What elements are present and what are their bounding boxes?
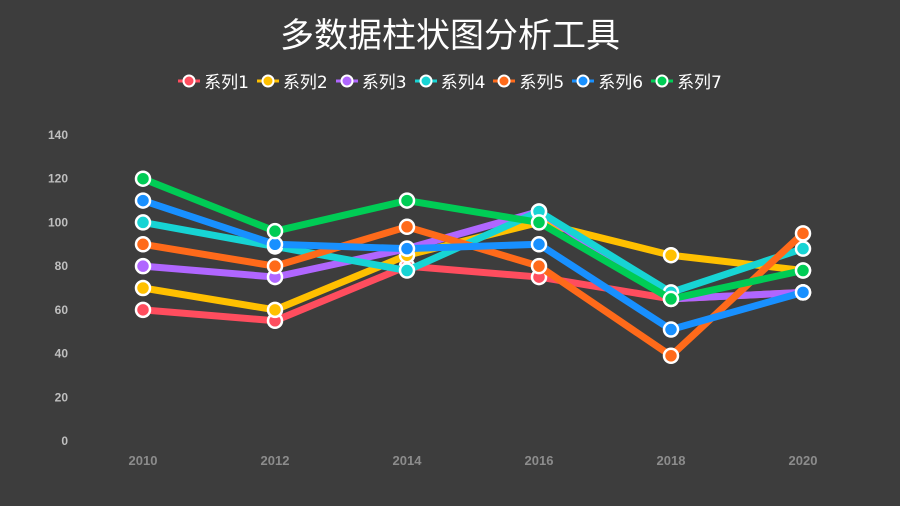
y-tick-label: 120 — [48, 172, 68, 186]
y-tick-label: 40 — [55, 347, 69, 361]
legend-label: 系列5 — [519, 73, 565, 93]
legend-marker-icon — [335, 74, 358, 87]
chart-title: 多数据柱状图分析工具 — [280, 16, 620, 56]
legend-item[interactable]: 系列1 — [178, 68, 249, 93]
series-line — [141, 197, 804, 334]
data-point — [662, 290, 680, 308]
legend-item[interactable]: 系列6 — [572, 68, 643, 93]
data-point — [266, 257, 284, 275]
y-tick-label: 60 — [55, 303, 69, 317]
x-tick-label: 2014 — [393, 453, 423, 468]
legend-marker-icon — [572, 74, 595, 87]
legend-label: 系列7 — [677, 73, 722, 93]
x-tick-label: 2016 — [525, 453, 554, 468]
series-7 — [134, 170, 812, 308]
legend-label: 系列4 — [440, 73, 486, 93]
x-tick-label: 2020 — [789, 453, 818, 468]
data-point — [662, 347, 680, 365]
x-tick-label: 2018 — [657, 453, 686, 468]
data-point — [134, 192, 152, 209]
series-line — [142, 208, 805, 296]
data-point — [794, 262, 812, 279]
y-tick-label: 80 — [55, 259, 69, 273]
data-point — [266, 301, 284, 319]
legend-item[interactable]: 系列4 — [414, 68, 486, 93]
legend-label: 系列3 — [361, 73, 407, 93]
y-tick-label: 140 — [48, 128, 68, 142]
data-point — [134, 301, 152, 319]
legend-marker-icon — [178, 74, 201, 87]
data-point — [134, 279, 152, 297]
legend: 系列1 系列2 系列3 系列4 系列5 系列6 系列7 — [0, 68, 900, 93]
y-tick-label: 100 — [48, 215, 68, 229]
data-point — [266, 222, 284, 240]
data-point — [530, 214, 548, 231]
legend-label: 系列6 — [598, 73, 644, 93]
series-6 — [134, 192, 812, 338]
legend-item[interactable]: 系列3 — [335, 68, 407, 93]
legend-marker-icon — [414, 74, 437, 87]
series-line — [141, 175, 804, 303]
legend-item[interactable]: 系列5 — [493, 68, 564, 93]
data-point — [794, 240, 812, 257]
data-point — [662, 246, 680, 264]
data-point — [134, 170, 152, 187]
data-point — [398, 240, 416, 257]
data-point — [530, 257, 548, 275]
data-point — [794, 225, 812, 242]
data-point — [398, 262, 416, 279]
legend-marker-icon — [651, 74, 674, 87]
legend-label: 系列2 — [282, 73, 328, 93]
y-tick-label: 0 — [61, 434, 68, 448]
data-point — [398, 218, 416, 236]
legend-item[interactable]: 系列2 — [256, 68, 328, 93]
legend-marker-icon — [493, 74, 516, 87]
data-point — [662, 321, 680, 338]
legend-label: 系列1 — [204, 73, 249, 93]
data-point — [134, 257, 152, 275]
data-point — [134, 214, 152, 231]
y-tick-label: 20 — [55, 390, 69, 404]
data-point — [398, 192, 416, 209]
data-point — [134, 236, 152, 253]
series-line — [142, 208, 804, 303]
data-point — [530, 236, 548, 253]
legend-item[interactable]: 系列7 — [651, 68, 722, 93]
x-tick-label: 2010 — [129, 453, 158, 468]
x-tick-label: 2012 — [261, 453, 290, 468]
data-point — [794, 284, 812, 301]
legend-marker-icon — [256, 74, 279, 87]
